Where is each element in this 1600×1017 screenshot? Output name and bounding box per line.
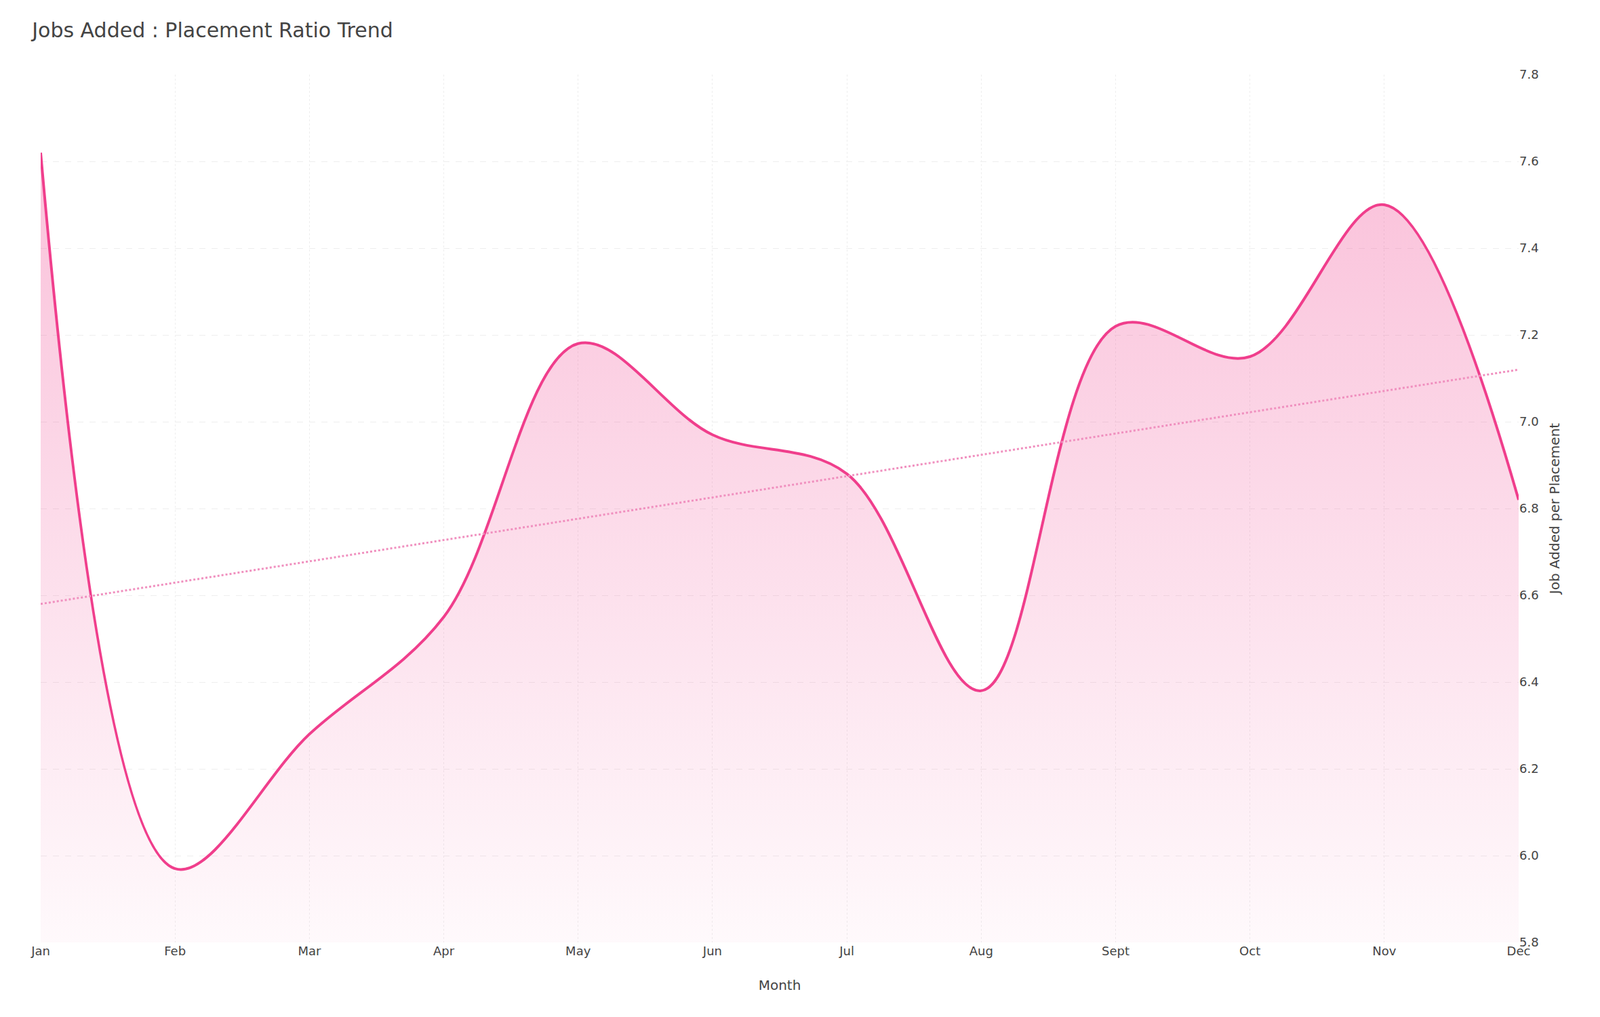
svg-text:Mar: Mar — [297, 943, 322, 958]
svg-text:Apr: Apr — [433, 943, 455, 958]
svg-text:Month: Month — [758, 976, 802, 994]
svg-text:Jobs Added : Placement Ratio T: Jobs Added : Placement Ratio Trend — [30, 18, 394, 43]
svg-text:6.6: 6.6 — [1519, 587, 1539, 603]
svg-text:7.6: 7.6 — [1519, 153, 1539, 169]
svg-text:6.0: 6.0 — [1519, 848, 1539, 863]
svg-text:Nov: Nov — [1372, 943, 1396, 958]
svg-text:Jun: Jun — [702, 943, 723, 958]
svg-text:Aug: Aug — [969, 943, 994, 958]
svg-text:6.4: 6.4 — [1519, 674, 1539, 689]
svg-text:Feb: Feb — [164, 943, 186, 958]
svg-text:7.0: 7.0 — [1519, 414, 1539, 429]
svg-text:6.2: 6.2 — [1519, 761, 1539, 776]
svg-text:7.2: 7.2 — [1519, 327, 1539, 342]
svg-text:Dec: Dec — [1507, 943, 1531, 958]
svg-text:Job Added per Placement: Job Added per Placement — [1546, 423, 1563, 596]
svg-text:7.8: 7.8 — [1519, 67, 1539, 82]
svg-text:May: May — [565, 943, 592, 958]
svg-text:Oct: Oct — [1239, 943, 1261, 958]
svg-text:Sept: Sept — [1101, 943, 1130, 958]
svg-text:Jan: Jan — [30, 943, 51, 958]
svg-text:7.4: 7.4 — [1519, 240, 1539, 255]
svg-text:Jul: Jul — [838, 943, 855, 958]
svg-text:6.8: 6.8 — [1519, 501, 1539, 516]
svg-text:5.8: 5.8 — [1519, 934, 1539, 950]
